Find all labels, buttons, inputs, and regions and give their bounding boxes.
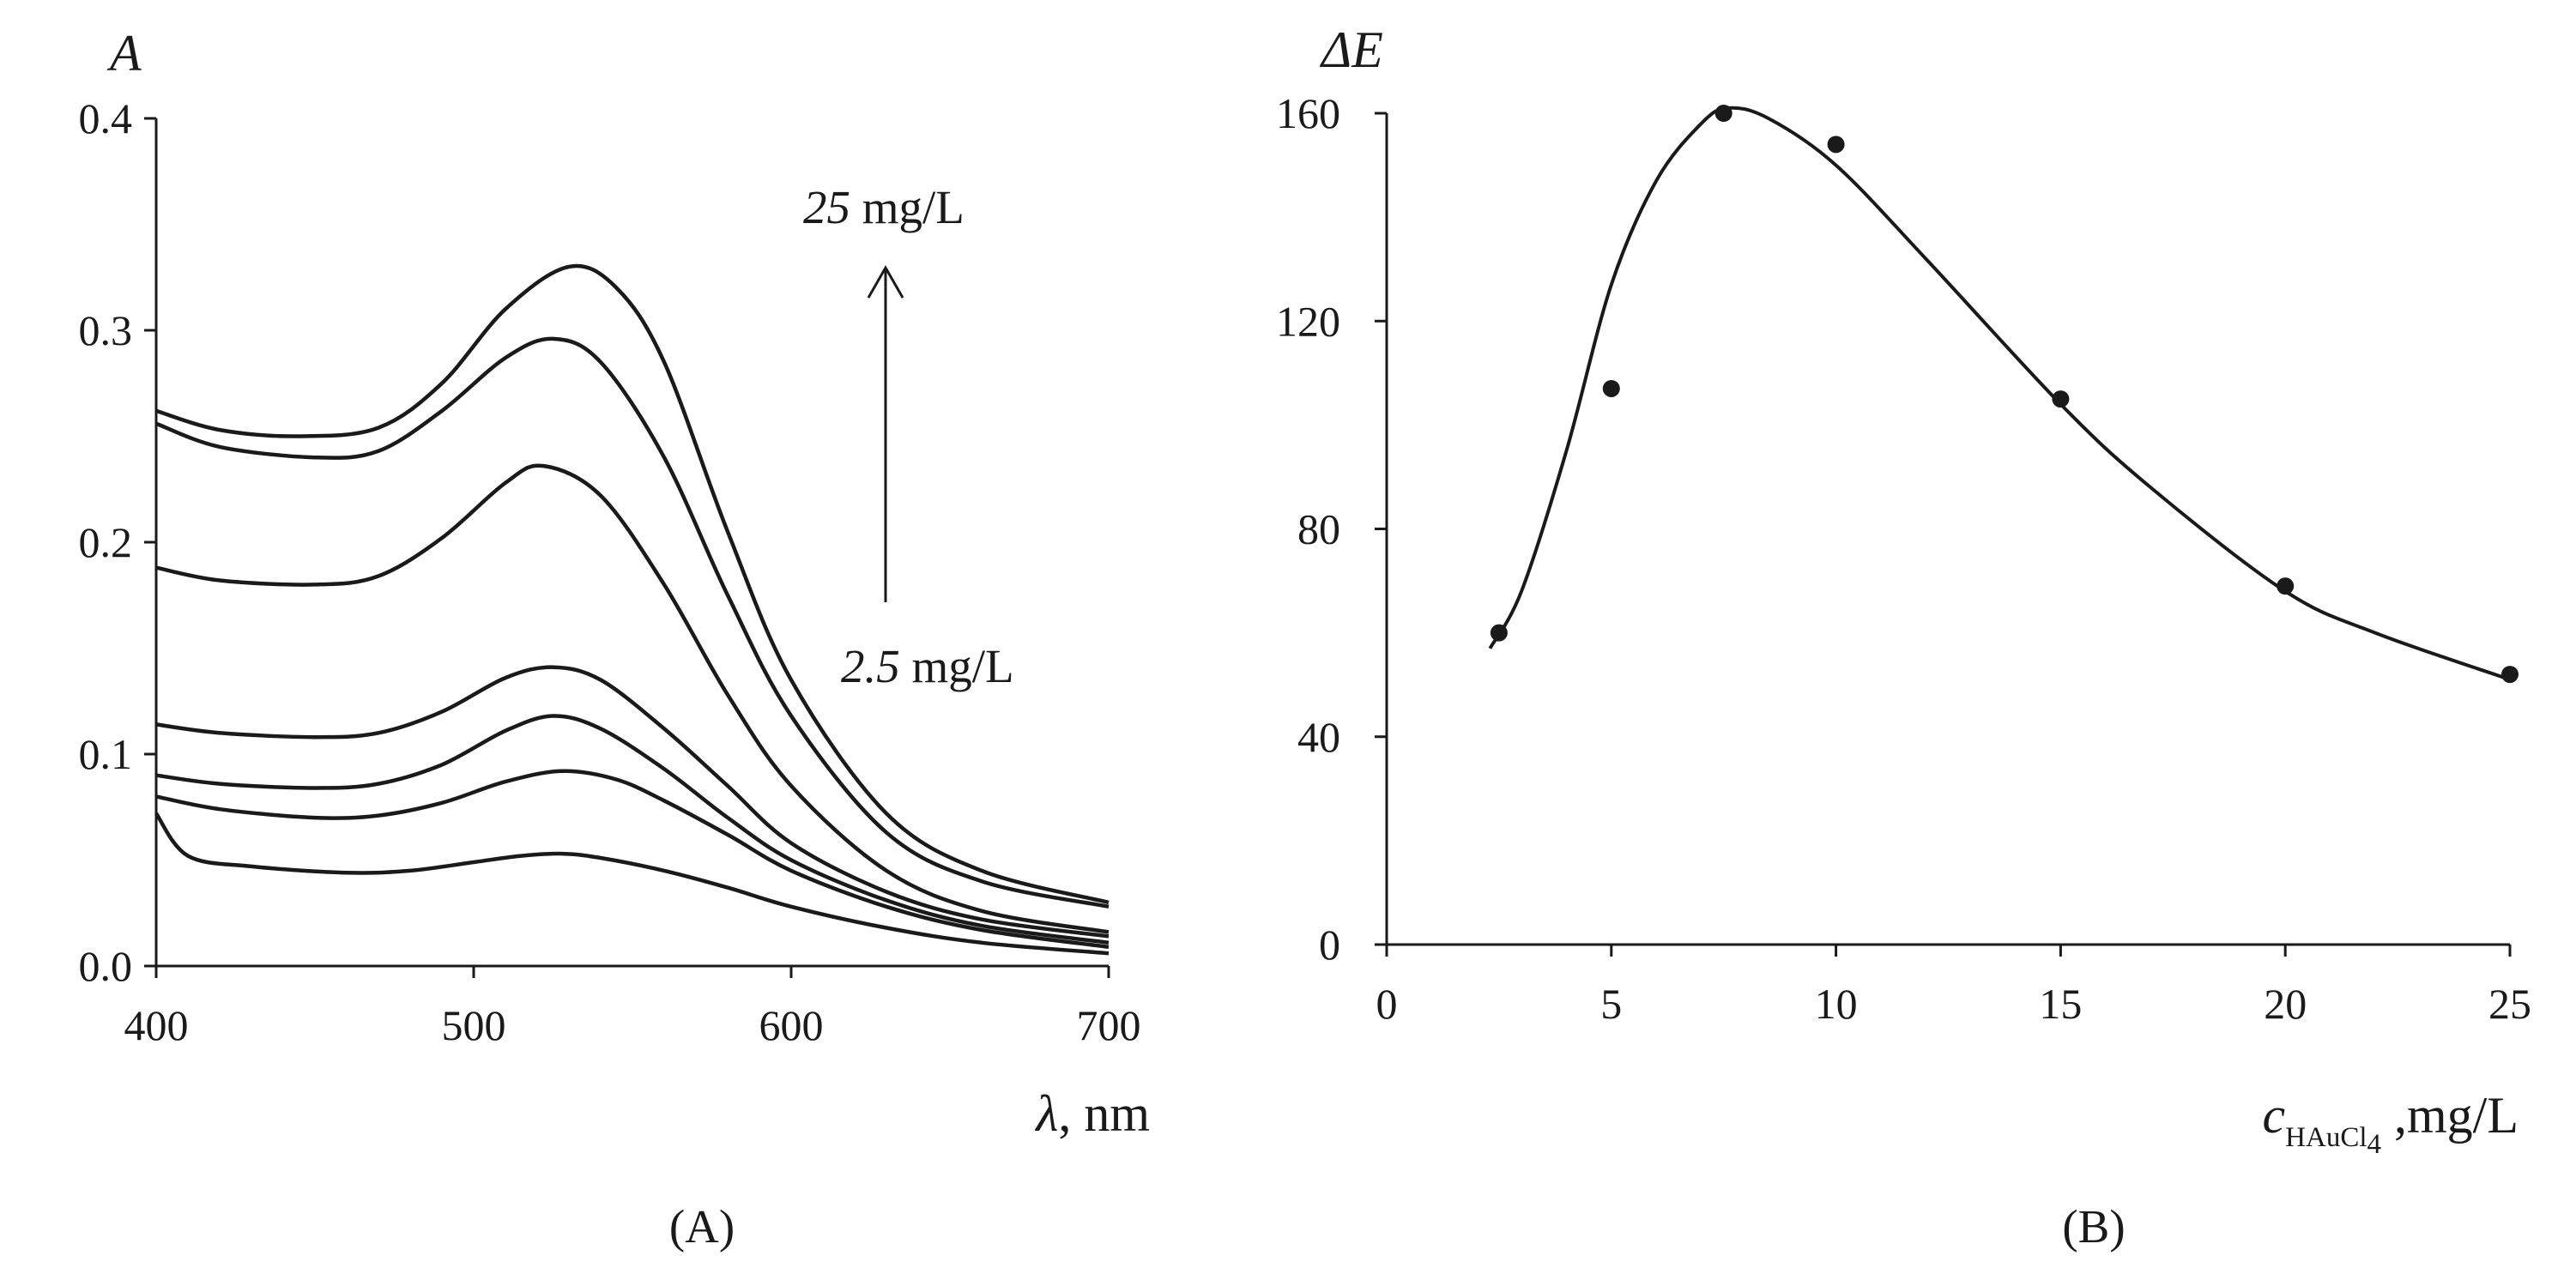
panel-a-y-tick-label: 0.2 bbox=[79, 518, 133, 566]
panel-a-x-tick-label: 700 bbox=[1077, 1001, 1141, 1049]
figure: 0.00.10.20.30.4400 500 600 700 A λ, nm 25 m… bbox=[0, 0, 2576, 1274]
panel-a-x-tick-label: 500 bbox=[442, 1001, 506, 1049]
data-point bbox=[2277, 577, 2294, 595]
spectrum-curve bbox=[156, 715, 1109, 942]
panel-b: 0 40 80 120 160 0 5 10 15 20 25 ΔE cHAuCl4 ,mg/L (… bbox=[1276, 21, 2531, 1253]
panel-a-x-axis-label: λ, nm bbox=[1034, 1085, 1150, 1142]
spectrum-curve bbox=[156, 813, 1109, 953]
spectrum-curve bbox=[156, 339, 1109, 907]
panel-b-x-axis-label: cHAuCl4 ,mg/L bbox=[2263, 1087, 2519, 1160]
panel-b-x-tick-label: 10 bbox=[1815, 980, 1858, 1028]
data-point bbox=[1603, 380, 1620, 397]
annotation-bottom: 2.5 mg/L bbox=[841, 640, 1014, 692]
panel-b-y-tick-label: 80 bbox=[1297, 505, 1340, 553]
panel-b-y-tick-label: 160 bbox=[1276, 89, 1340, 137]
panel-b-y-tick-label: 0 bbox=[1319, 921, 1340, 969]
panel-b-x-tick-label: 5 bbox=[1600, 980, 1622, 1028]
panel-b-y-axis-label: ΔE bbox=[1320, 21, 1383, 78]
panel-b-x-tick-label: 15 bbox=[2039, 980, 2082, 1028]
panel-b-x-tick-label: 0 bbox=[1376, 980, 1398, 1028]
panel-a-x-tick-label: 400 bbox=[124, 1001, 189, 1049]
panel-a-caption: (A) bbox=[669, 1200, 735, 1253]
spectrum-curve bbox=[156, 667, 1109, 937]
data-point bbox=[1491, 625, 1508, 642]
panel-a-x-tick-label: 600 bbox=[759, 1001, 824, 1049]
panel-b-x-tick-label: 20 bbox=[2264, 980, 2307, 1028]
panel-a-y-axis-label: A bbox=[106, 25, 142, 82]
fit-curve bbox=[1490, 108, 2510, 679]
panel-a: 0.0 0.1 0.2 0.3 0.4 400 500 600 700 A λ, nm 25 m… bbox=[79, 25, 1151, 1253]
annotation-top: 25 mg/L bbox=[803, 181, 964, 233]
data-point bbox=[1715, 105, 1732, 122]
panel-b-y-tick-label: 40 bbox=[1297, 713, 1340, 761]
data-point bbox=[2052, 390, 2069, 408]
panel-a-y-tick-label: 0.1 bbox=[79, 730, 133, 778]
panel-b-x-tick-label: 25 bbox=[2488, 980, 2531, 1028]
data-point bbox=[2501, 666, 2519, 683]
trend-arrow bbox=[868, 268, 903, 602]
panel-a-y-tick-label: 0.0 bbox=[79, 942, 133, 990]
panel-a-y-tick-label: 0.4 bbox=[79, 94, 133, 142]
panel-b-y-tick-label: 120 bbox=[1276, 297, 1340, 345]
panel-b-caption: (B) bbox=[2062, 1200, 2125, 1253]
data-point bbox=[1828, 136, 1845, 153]
panel-a-y-tick-label: 0.3 bbox=[79, 306, 133, 354]
